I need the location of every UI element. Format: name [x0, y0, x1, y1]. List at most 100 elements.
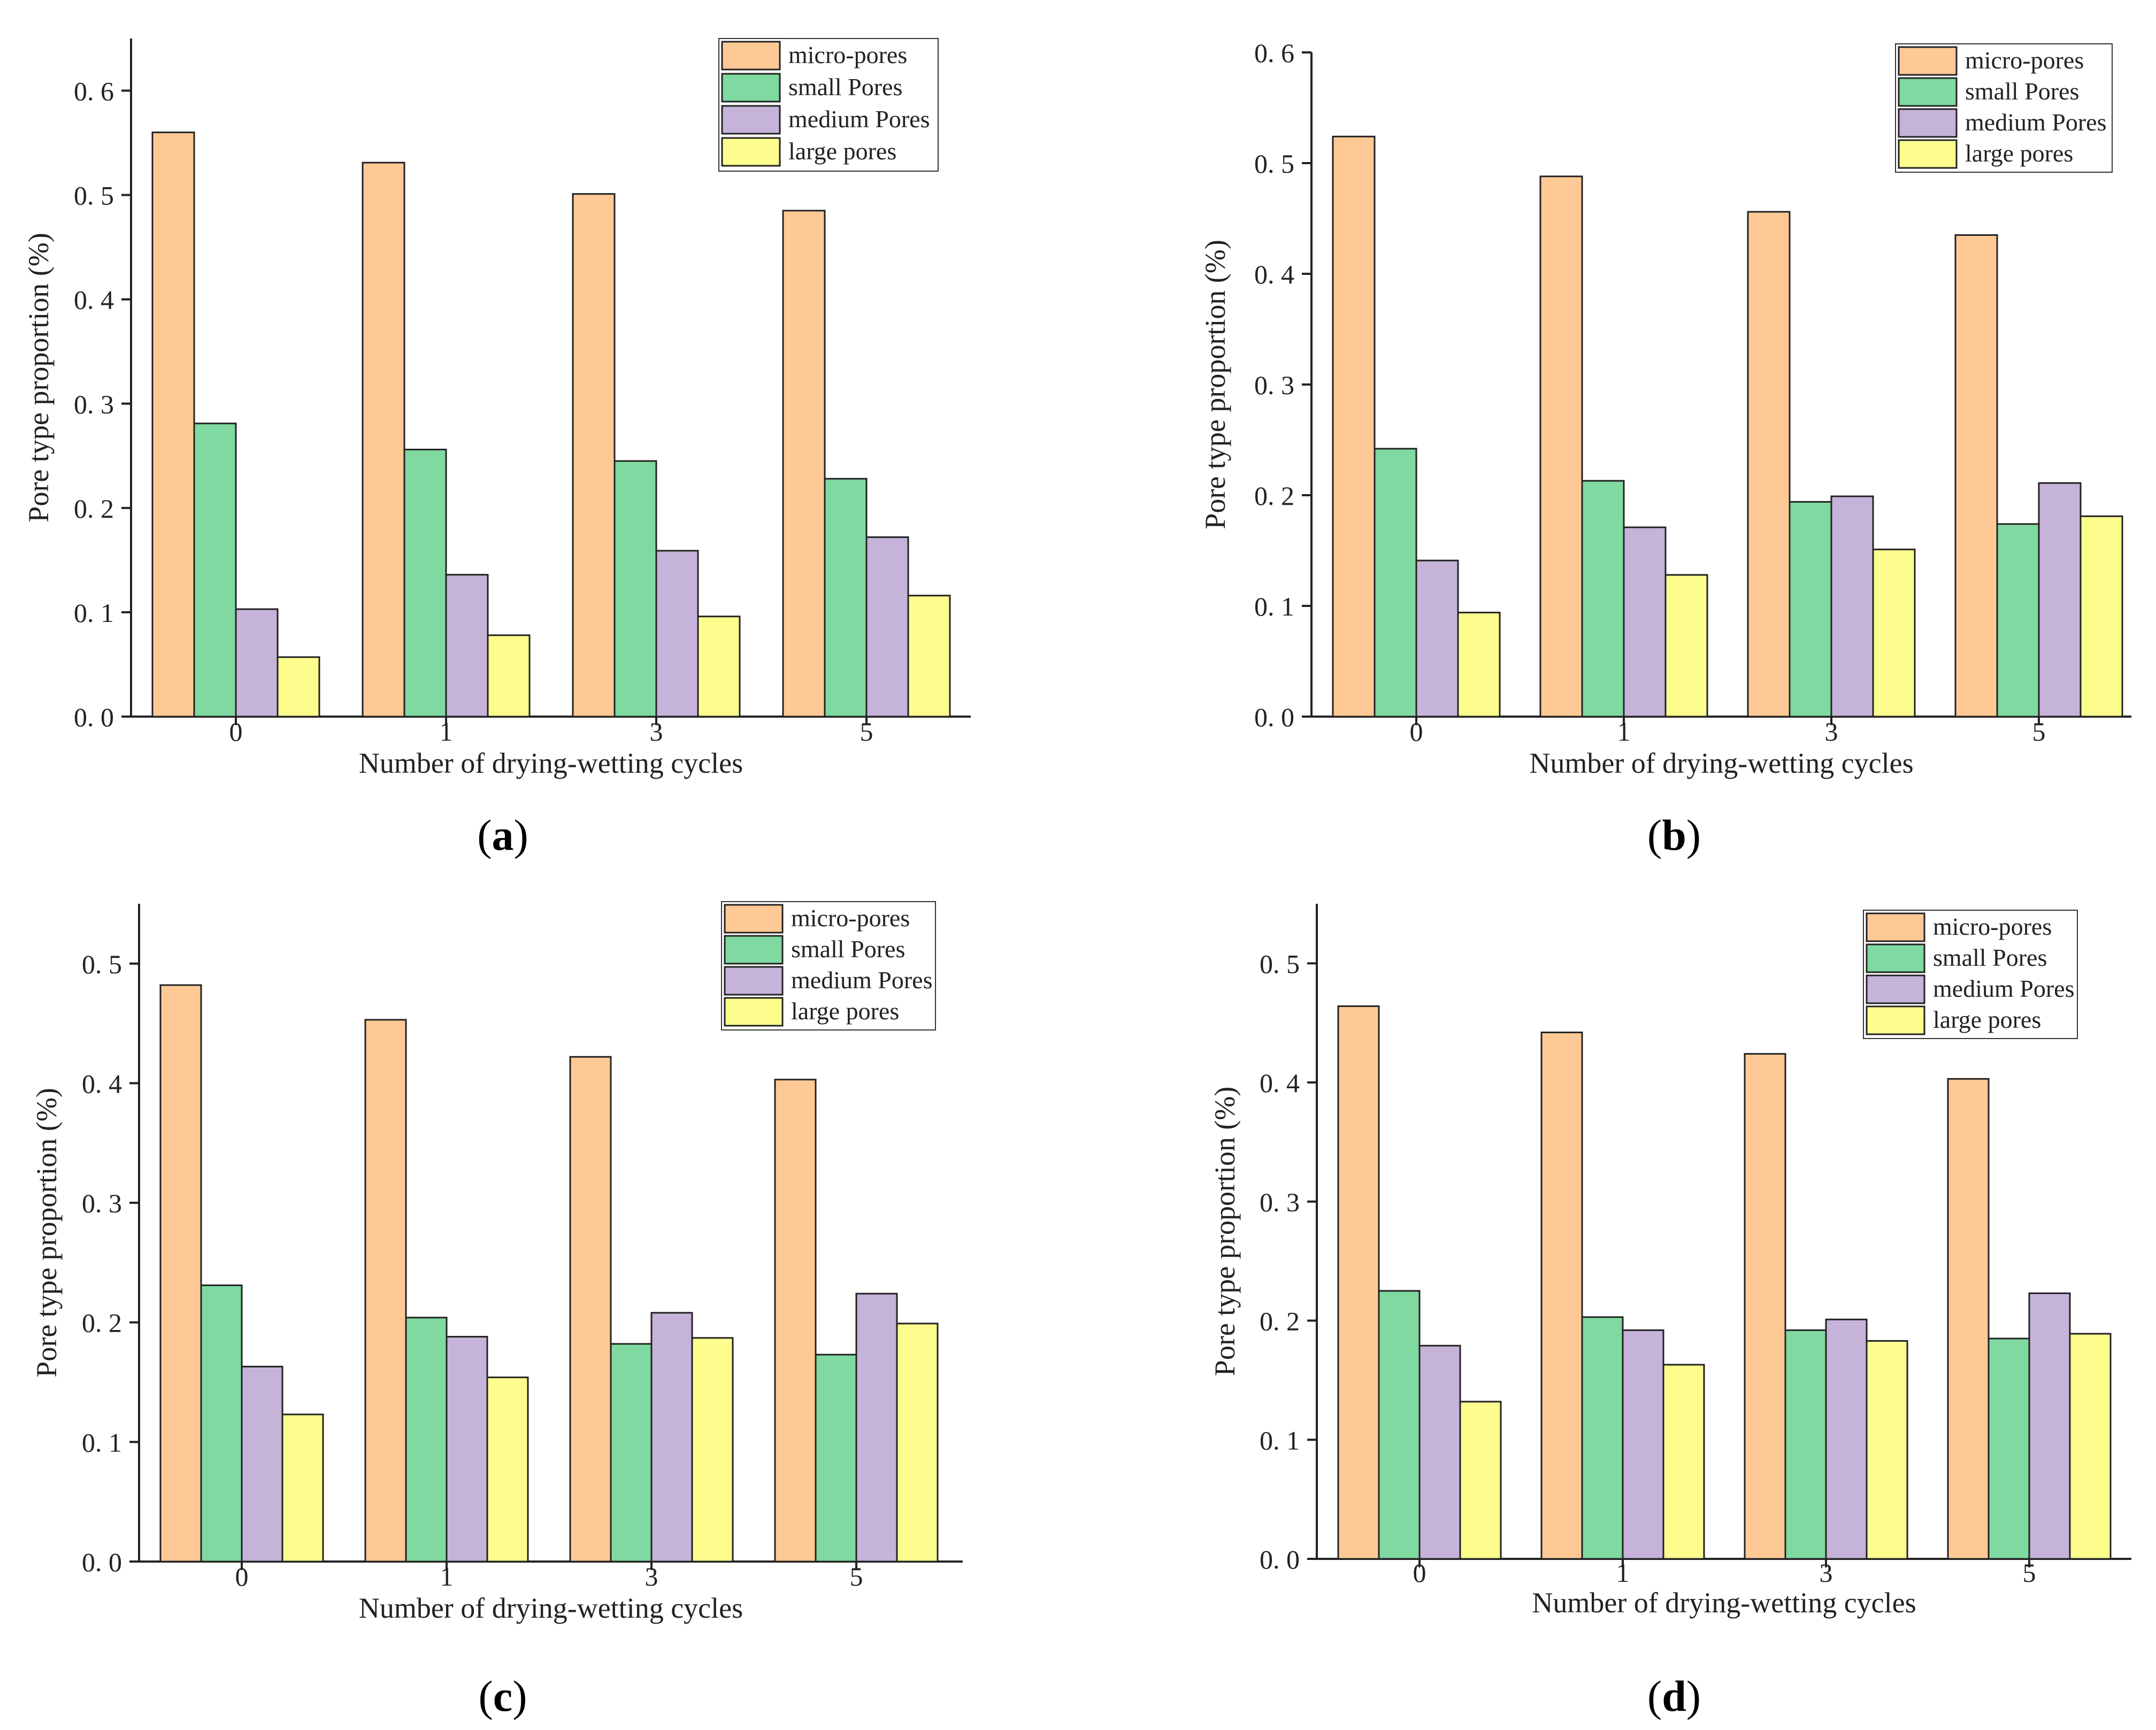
y-axis-label-a: Pore type proportion (%): [22, 233, 55, 522]
bar-c-medium-pores-cycle-5: [855, 1293, 898, 1563]
bar-b-small-pores-cycle-0: [1374, 448, 1417, 718]
bar-c-small-pores-cycle-0: [200, 1284, 243, 1563]
legend-label-d-micro-pores: micro-pores: [1933, 913, 2052, 940]
legend-d: micro-pores small Pores medium Pores large …: [1863, 910, 2078, 1039]
legend-swatch-d-small-pores: [1866, 943, 1925, 973]
y-axis-label-c: Pore type proportion (%): [30, 1088, 63, 1377]
x-tick-label-b-1: 1: [1617, 717, 1631, 747]
legend-label-c-large-pores: large pores: [791, 997, 899, 1025]
x-axis-label-d: Number of drying-wetting cycles: [1532, 1587, 1916, 1619]
y-tick-label-a-2: 0. 2: [74, 494, 114, 524]
bar-c-small-pores-cycle-1: [405, 1317, 448, 1563]
x-tick-label-b-2: 3: [1825, 717, 1838, 747]
bar-a-small-pores-cycle-5: [824, 478, 868, 718]
bar-d-large-pores-cycle-5: [2069, 1333, 2112, 1560]
bar-c-micro-pores-cycle-0: [159, 984, 202, 1563]
bar-b-medium-pores-cycle-0: [1415, 559, 1459, 718]
x-tick-label-c-1: 1: [440, 1562, 454, 1591]
legend-label-c-micro-pores: micro-pores: [791, 904, 910, 932]
legend-swatch-c-micro-pores: [724, 904, 784, 934]
bar-a-micro-pores-cycle-5: [782, 210, 826, 718]
x-tick-label-d-0: 0: [1413, 1558, 1426, 1588]
chart-panel-c: 0. 0 0. 1 0. 2 0. 3 0. 4 0. 5 0 1 3 5 Number of dr…: [30, 901, 963, 1624]
x-tick-label-b-0: 0: [1410, 717, 1423, 747]
bar-b-large-pores-cycle-0: [1457, 611, 1501, 718]
bar-a-large-pores-cycle-3: [697, 616, 741, 718]
legend-b: micro-pores small Pores medium Pores large …: [1895, 43, 2113, 173]
bar-d-large-pores-cycle-1: [1662, 1364, 1705, 1560]
bar-c-large-pores-cycle-5: [896, 1323, 939, 1563]
bar-c-small-pores-cycle-5: [815, 1354, 857, 1563]
x-tick-label-c-2: 3: [645, 1562, 658, 1591]
y-tick-label-a-1: 0. 1: [74, 598, 114, 628]
y-tick-label-a-6: 0. 6: [74, 76, 114, 106]
bar-c-medium-pores-cycle-3: [650, 1312, 693, 1563]
y-tick-label-b-4: 0. 4: [1254, 259, 1294, 289]
x-tick-label-c-0: 0: [235, 1562, 249, 1591]
bar-d-small-pores-cycle-5: [1988, 1337, 2030, 1560]
y-tick-label-a-3: 0. 3: [74, 389, 114, 419]
bar-d-small-pores-cycle-0: [1378, 1290, 1421, 1560]
bar-a-medium-pores-cycle-3: [655, 550, 699, 718]
bar-c-large-pores-cycle-3: [691, 1337, 734, 1563]
y-tick-label-d-4: 0. 4: [1260, 1068, 1300, 1098]
y-tick-label-b-5: 0. 5: [1254, 149, 1294, 179]
legend-swatch-b-micro-pores: [1898, 46, 1958, 76]
bar-d-medium-pores-cycle-1: [1622, 1329, 1664, 1560]
bar-b-small-pores-cycle-1: [1581, 480, 1625, 718]
legend-label-d-small-pores: small Pores: [1933, 944, 2047, 971]
bar-d-micro-pores-cycle-3: [1744, 1053, 1786, 1560]
bar-d-micro-pores-cycle-1: [1540, 1032, 1583, 1560]
legend-swatch-b-medium-pores: [1898, 108, 1958, 138]
y-axis-label-d: Pore type proportion (%): [1209, 1087, 1241, 1376]
caption-c-letter: c: [493, 1672, 513, 1720]
chart-panel-a: 0. 0 0. 1 0. 2 0. 3 0. 4 0. 5 0. 6 0 1 3 5 Number o…: [22, 38, 971, 779]
chart-panel-b: 0. 0 0. 1 0. 2 0. 3 0. 4 0. 5 0. 6 0 1 3 5 Number o…: [1199, 38, 2131, 779]
y-tick-label-c-5: 0. 5: [82, 949, 122, 979]
x-tick-label-a-1: 1: [440, 717, 453, 747]
chart-panel-d: 0. 0 0. 1 0. 2 0. 3 0. 4 0. 5 0 1 3 5 Number of dr…: [1209, 904, 2131, 1619]
bar-a-large-pores-cycle-5: [907, 595, 951, 718]
x-axis-label-c: Number of drying-wetting cycles: [359, 1592, 743, 1624]
y-tick-label-b-6: 0. 6: [1254, 38, 1294, 68]
bar-a-small-pores-cycle-0: [193, 422, 237, 718]
legend-label-d-large-pores: large pores: [1933, 1006, 2041, 1033]
legend-swatch-d-medium-pores: [1866, 974, 1925, 1004]
legend-swatch-b-large-pores: [1898, 139, 1958, 169]
y-tick-label-b-1: 0. 1: [1254, 591, 1294, 621]
bar-a-small-pores-cycle-1: [403, 449, 447, 718]
legend-label-b-medium-pores: medium Pores: [1965, 109, 2106, 136]
legend-label-a-small-pores: small Pores: [788, 73, 902, 101]
y-tick-label-d-3: 0. 3: [1260, 1187, 1300, 1217]
bar-c-micro-pores-cycle-5: [774, 1079, 817, 1563]
bar-d-large-pores-cycle-0: [1459, 1401, 1502, 1560]
y-tick-label-b-3: 0. 3: [1254, 370, 1294, 400]
y-tick-label-c-4: 0. 4: [82, 1068, 122, 1098]
legend-swatch-d-large-pores: [1866, 1005, 1925, 1035]
legend-label-c-medium-pores: medium Pores: [791, 966, 932, 994]
bar-c-micro-pores-cycle-3: [569, 1056, 612, 1563]
bar-c-medium-pores-cycle-0: [241, 1365, 283, 1563]
caption-d-letter: d: [1662, 1672, 1686, 1720]
legend-swatch-a-large-pores: [721, 137, 781, 167]
x-axis-label-a: Number of drying-wetting cycles: [359, 747, 743, 779]
caption-b-letter: b: [1662, 811, 1686, 859]
y-tick-label-a-4: 0. 4: [74, 285, 114, 315]
bar-a-medium-pores-cycle-0: [235, 608, 279, 718]
bar-d-small-pores-cycle-1: [1581, 1316, 1624, 1560]
legend-swatch-d-micro-pores: [1866, 912, 1925, 942]
bar-b-medium-pores-cycle-3: [1830, 495, 1874, 718]
bar-a-micro-pores-cycle-3: [572, 193, 616, 718]
y-tick-label-b-2: 0. 2: [1254, 481, 1294, 511]
bar-a-medium-pores-cycle-5: [865, 536, 909, 718]
y-tick-label-a-0: 0. 0: [74, 702, 114, 732]
y-tick-label-c-2: 0. 2: [82, 1308, 122, 1338]
bar-b-micro-pores-cycle-1: [1539, 175, 1583, 718]
legend-swatch-c-large-pores: [724, 997, 784, 1027]
bar-b-small-pores-cycle-3: [1789, 501, 1832, 718]
bar-a-small-pores-cycle-3: [613, 460, 657, 718]
legend-label-a-large-pores: large pores: [788, 137, 896, 165]
bar-a-medium-pores-cycle-1: [445, 574, 489, 718]
x-tick-label-d-1: 1: [1616, 1558, 1630, 1588]
